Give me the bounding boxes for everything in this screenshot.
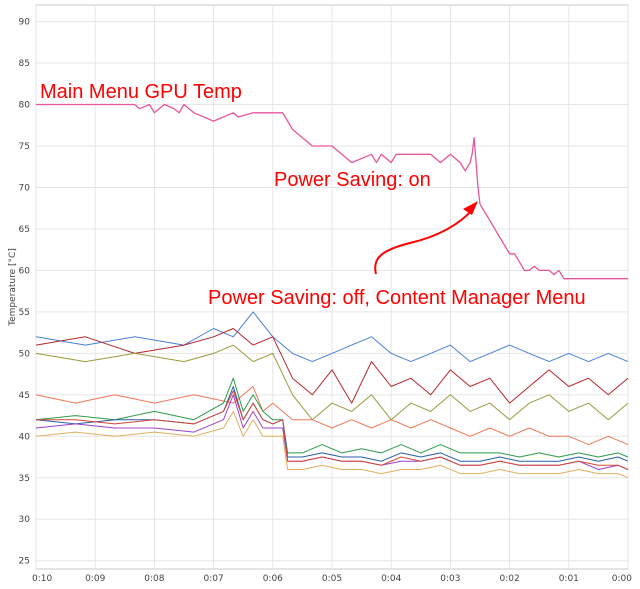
series-line-10 bbox=[35, 410, 629, 479]
y-tick-label: 75 bbox=[19, 142, 30, 152]
series-line-3 bbox=[35, 328, 629, 404]
x-tick-label: 0:10 bbox=[32, 574, 52, 584]
y-tick-label: 55 bbox=[19, 308, 30, 318]
annotation-power-saving-off: Power Saving: off, Content Manager Menu bbox=[208, 287, 586, 309]
grid-lines bbox=[35, 5, 629, 569]
y-tick-label: 65 bbox=[19, 225, 30, 235]
x-tick-label: 0:05 bbox=[322, 574, 342, 584]
series-lines bbox=[35, 103, 629, 479]
annotation-arrow bbox=[374, 207, 475, 275]
y-tick-label: 50 bbox=[19, 349, 31, 359]
series-line-4 bbox=[35, 344, 629, 421]
y-tick-label: 25 bbox=[19, 557, 30, 567]
annotation-main-menu: Main Menu GPU Temp bbox=[40, 81, 242, 103]
annotation-power-saving-on: Power Saving: on bbox=[274, 169, 431, 191]
y-tick-label: 60 bbox=[19, 266, 31, 276]
x-tick-label: 0:00 bbox=[612, 574, 632, 584]
x-tick-label: 0:09 bbox=[85, 574, 105, 584]
x-tick-label: 0:02 bbox=[499, 574, 519, 584]
y-tick-label: 40 bbox=[19, 432, 31, 442]
series-line-9 bbox=[36, 390, 629, 470]
y-tick-label: 90 bbox=[19, 18, 31, 28]
x-tick-label: 0:07 bbox=[203, 574, 223, 584]
y-tick-label: 45 bbox=[19, 391, 30, 401]
series-line-5 bbox=[35, 386, 629, 446]
y-tick-label: 85 bbox=[19, 59, 30, 69]
x-tick-label: 0:03 bbox=[440, 574, 460, 584]
y-tick-label: 70 bbox=[19, 183, 31, 193]
y-tick-label: 35 bbox=[19, 474, 30, 484]
x-tick-label: 0:04 bbox=[381, 574, 401, 584]
y-tick-label: 80 bbox=[19, 101, 31, 111]
annotation-arrow-head bbox=[463, 201, 478, 215]
y-tick-label: 30 bbox=[19, 515, 31, 525]
y-axis-label: Temperature [°C] bbox=[8, 248, 18, 327]
x-tick-label: 0:06 bbox=[263, 574, 283, 584]
y-tick-labels: 25 30 35 40 45 50 55 60 65 70 75 80 85 90 bbox=[19, 18, 31, 567]
x-tick-label: 0:08 bbox=[144, 574, 164, 584]
series-line-6 bbox=[35, 377, 629, 458]
series-line-1 bbox=[36, 103, 628, 280]
series-line-2 bbox=[35, 311, 629, 363]
x-tick-labels: 0:10 0:09 0:08 0:07 0:06 0:05 0:04 0:03 0:02 0:01… bbox=[32, 574, 632, 584]
x-tick-label: 0:01 bbox=[559, 574, 579, 584]
